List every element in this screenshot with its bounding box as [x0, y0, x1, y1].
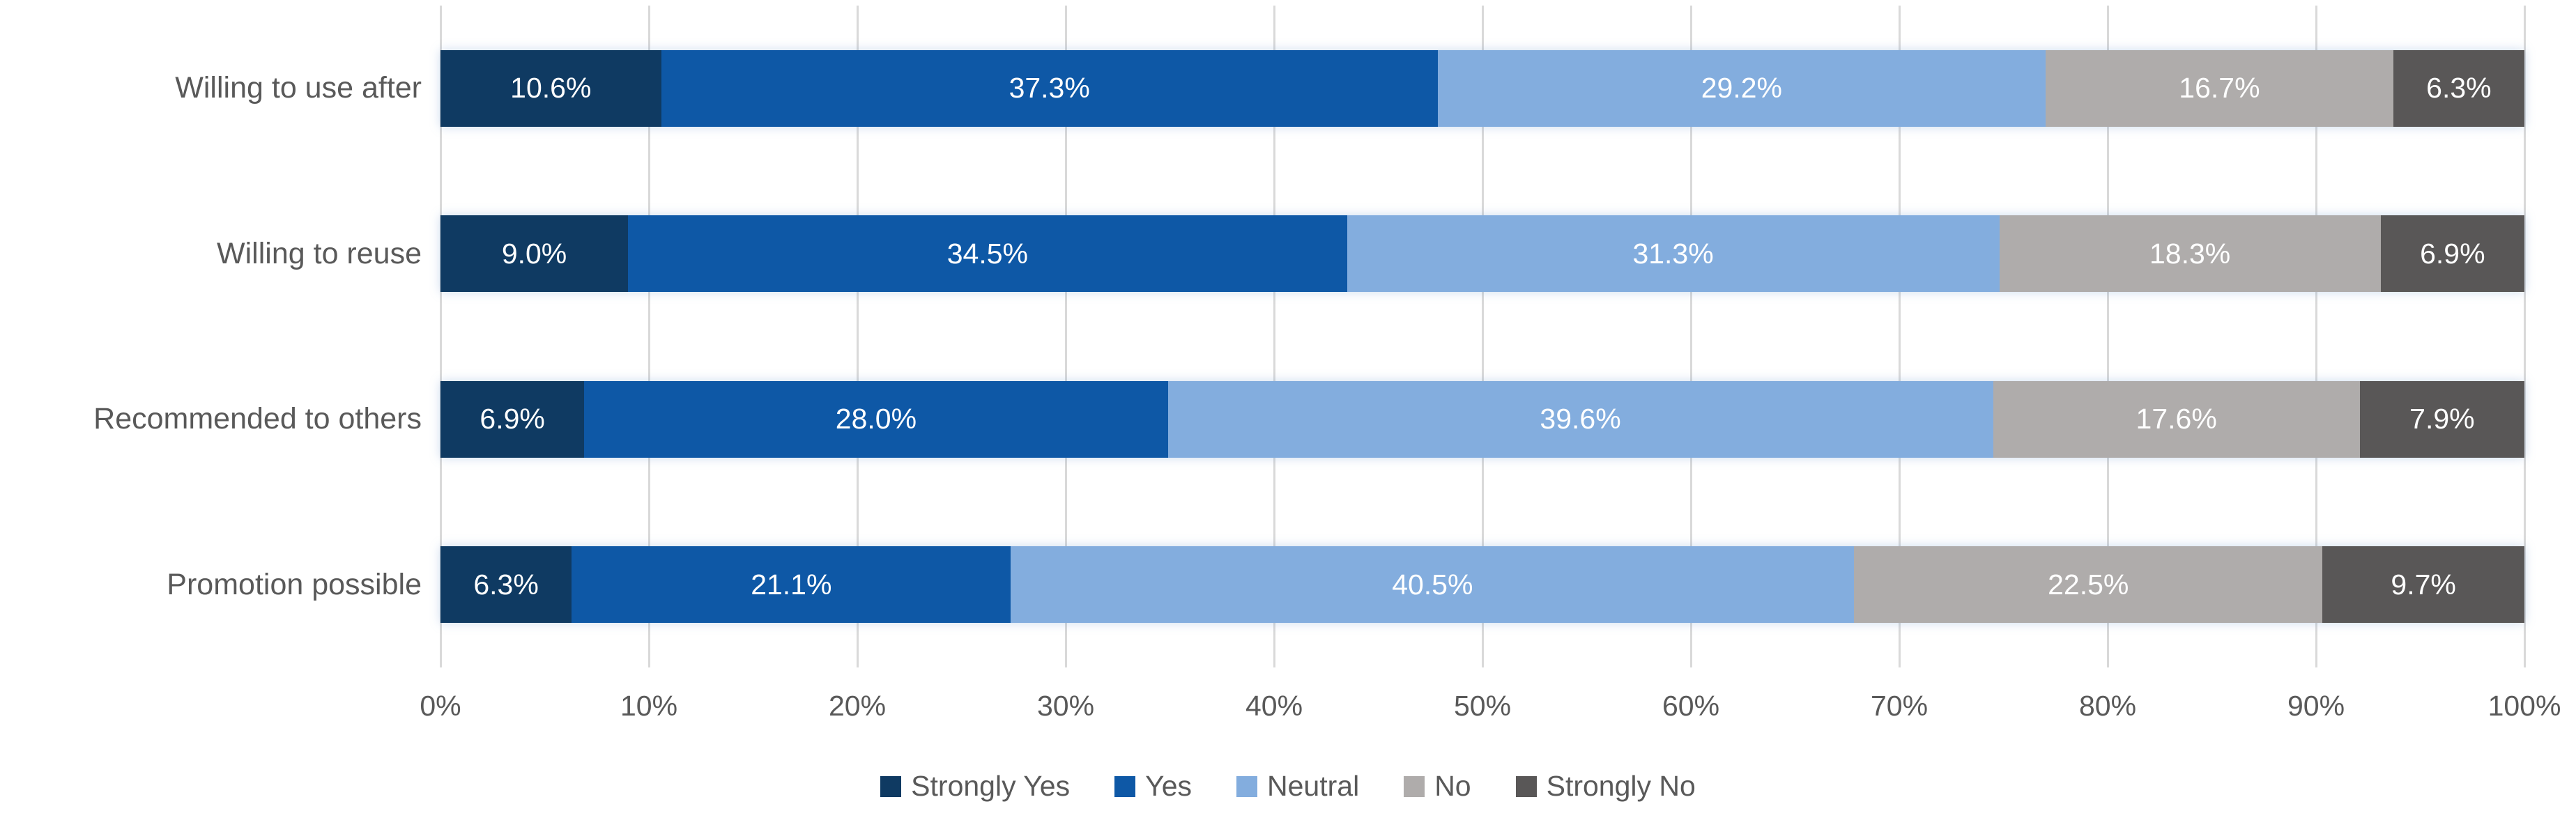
stacked-bar: 9.0% 34.5% 31.3% 18.3% 6.9% [440, 215, 2524, 293]
gridline [2315, 6, 2317, 667]
bar-row: Promotion possible 6.3% 21.1% 40.5% 22.5… [0, 502, 2576, 668]
x-axis: 0% 10% 20% 30% 40% 50% 60% 70% 80% 90% 1… [420, 690, 2561, 732]
gridline [1482, 6, 1484, 667]
bar-segment-yes: 34.5% [628, 215, 1347, 293]
gridline [1273, 6, 1275, 667]
stacked-bar: 6.9% 28.0% 39.6% 17.6% 7.9% [440, 380, 2524, 458]
x-axis-tick: 100% [2487, 690, 2561, 722]
bar-segment-neutral: 40.5% [1011, 546, 1855, 624]
bar-segment-no: 17.6% [1993, 380, 2360, 458]
plot-area: Willing to use after 10.6% 37.3% 29.2% 1… [0, 6, 2576, 667]
gridline [648, 6, 650, 667]
bar-segment-no: 22.5% [1854, 546, 2323, 624]
bar-segment-strongly-no: 6.3% [2393, 49, 2524, 127]
legend-item-no: No [1404, 770, 1471, 803]
bar-segment-strongly-no: 6.9% [2380, 215, 2524, 293]
legend-label: No [1434, 770, 1471, 802]
legend-label: Strongly No [1546, 770, 1696, 802]
gridline [2524, 6, 2526, 667]
x-axis-tick: 30% [1036, 690, 1095, 722]
gridline [2107, 6, 2109, 667]
legend-item-strongly-no: Strongly No [1515, 770, 1696, 803]
legend-label: Strongly Yes [911, 770, 1071, 802]
legend-label: Neutral [1267, 770, 1360, 802]
legend-swatch-icon [1236, 775, 1258, 797]
bar-segment-neutral: 39.6% [1167, 380, 1993, 458]
bar-segment-yes: 21.1% [572, 546, 1011, 624]
x-axis-tick: 70% [1870, 690, 1929, 722]
bar-row: Willing to reuse 9.0% 34.5% 31.3% 18.3% … [0, 171, 2576, 337]
bar-segment-strongly-yes: 9.0% [440, 215, 629, 293]
bar-segment-strongly-no: 9.7% [2322, 546, 2524, 624]
bar-segment-yes: 37.3% [661, 49, 1438, 127]
bar-segment-yes: 28.0% [584, 380, 1168, 458]
bar-row: Willing to use after 10.6% 37.3% 29.2% 1… [0, 6, 2576, 171]
x-axis-tick: 0% [420, 690, 461, 722]
x-axis-tick: 40% [1245, 690, 1303, 722]
category-label: Willing to reuse [217, 236, 422, 270]
legend-swatch-icon [880, 775, 902, 797]
legend-label: Yes [1145, 770, 1193, 802]
x-axis-tick: 60% [1662, 690, 1720, 722]
legend-item-strongly-yes: Strongly Yes [880, 770, 1070, 803]
stacked-bar: 6.3% 21.1% 40.5% 22.5% 9.7% [440, 546, 2524, 624]
gridlines [440, 6, 2526, 667]
legend: Strongly Yes Yes Neutral No Strongly No [0, 770, 2576, 803]
stacked-bar: 10.6% 37.3% 29.2% 16.7% 6.3% [440, 49, 2524, 127]
bar-row: Recommended to others 6.9% 28.0% 39.6% 1… [0, 337, 2576, 502]
bar-segment-no: 18.3% [1999, 215, 2381, 293]
legend-item-yes: Yes [1114, 770, 1192, 803]
gridline [857, 6, 859, 667]
gridline [1690, 6, 1692, 667]
x-axis-tick: 80% [2078, 690, 2137, 722]
bar-segment-strongly-yes: 10.6% [440, 49, 661, 127]
bar-segment-strongly-yes: 6.3% [440, 546, 572, 624]
bar-segment-no: 16.7% [2045, 49, 2393, 127]
bar-segment-neutral: 31.3% [1347, 215, 2000, 293]
x-axis-tick: 90% [2287, 690, 2345, 722]
gridline [1899, 6, 1901, 667]
legend-swatch-icon [1515, 775, 1537, 797]
bar-segment-neutral: 29.2% [1437, 49, 2046, 127]
category-label: Promotion possible [167, 567, 422, 601]
gridline [440, 6, 442, 667]
bar-segment-strongly-yes: 6.9% [440, 380, 585, 458]
legend-swatch-icon [1114, 775, 1136, 797]
category-label: Recommended to others [93, 402, 422, 436]
bar-segment-strongly-no: 7.9% [2359, 380, 2524, 458]
x-axis-tick: 10% [620, 690, 678, 722]
x-axis-tick: 50% [1453, 690, 1512, 722]
legend-item-neutral: Neutral [1236, 770, 1359, 803]
legend-swatch-icon [1404, 775, 1425, 797]
x-axis-tick: 20% [828, 690, 887, 722]
category-label: Willing to use after [175, 71, 422, 105]
gridline [1065, 6, 1067, 667]
